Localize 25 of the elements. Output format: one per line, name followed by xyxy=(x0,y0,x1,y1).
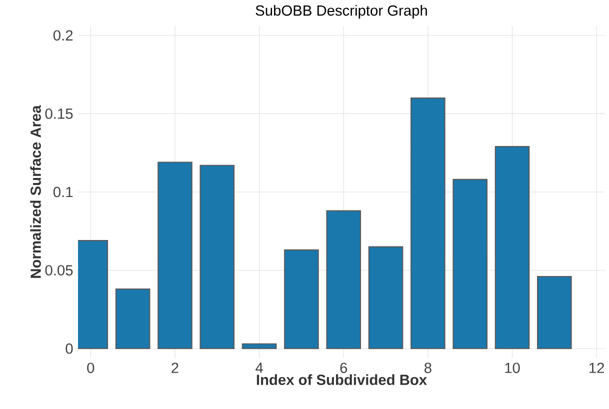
chart-title: SubOBB Descriptor Graph xyxy=(256,4,427,19)
y-tick-label: 0.1 xyxy=(53,186,73,198)
bar xyxy=(537,276,572,350)
x-tick-label: 8 xyxy=(424,362,432,374)
x-tick-label: 12 xyxy=(590,362,604,373)
y-tick-label: 0.15 xyxy=(45,108,73,119)
bar xyxy=(368,246,403,349)
x-tick-label: 4 xyxy=(256,362,263,373)
bar xyxy=(411,98,445,349)
bar xyxy=(326,210,360,349)
bar xyxy=(200,165,234,349)
bar xyxy=(495,146,530,349)
x-axis-title: Index of Subdivided Box xyxy=(256,374,427,386)
bar xyxy=(158,162,192,349)
bar xyxy=(453,179,487,349)
y-axis-title: Normalized Surface Area xyxy=(30,105,41,278)
bar xyxy=(116,289,150,349)
y-tick-label: 0.2 xyxy=(53,30,73,41)
y-tick-label: 0.05 xyxy=(45,265,73,276)
x-tick-label: 6 xyxy=(340,362,348,374)
y-tick-label: 0 xyxy=(66,343,73,354)
x-tick-label: 0 xyxy=(87,362,94,374)
x-tick-label: 2 xyxy=(172,362,178,373)
bar xyxy=(284,250,318,349)
x-tick-label: 10 xyxy=(505,362,520,374)
